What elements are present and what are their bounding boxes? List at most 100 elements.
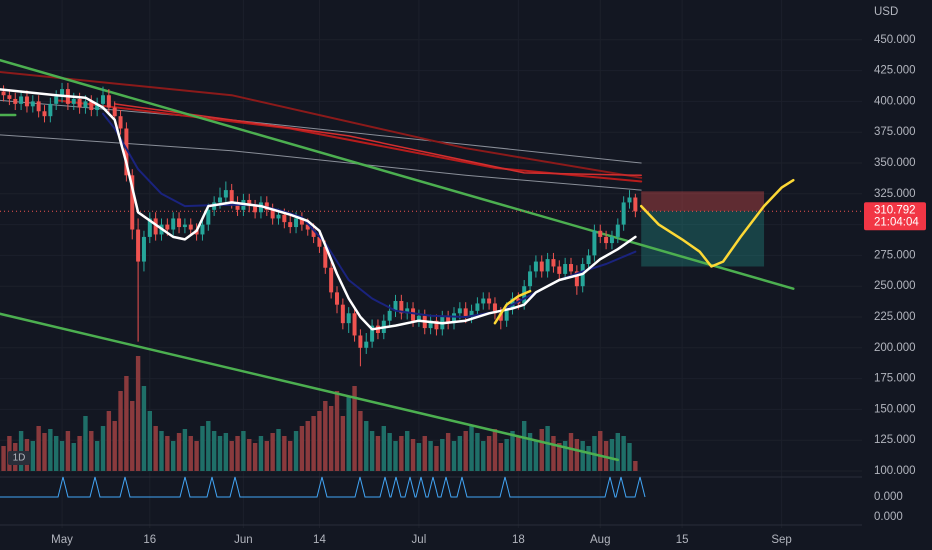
volume-bar (59, 441, 65, 471)
candle-body (615, 224, 620, 237)
volume-bar (375, 436, 381, 471)
candle-body (229, 190, 234, 203)
candle-body (545, 259, 550, 272)
candle-body (329, 267, 334, 293)
candle-body (270, 209, 275, 219)
volume-bar (200, 426, 205, 471)
overlay-line (639, 178, 795, 268)
candle-body (592, 230, 597, 256)
candle-body (276, 214, 281, 219)
volume-bar (615, 433, 620, 471)
y-tick-label: 250.000 (874, 280, 916, 292)
volume-bar (328, 406, 334, 471)
candle-body (253, 206, 258, 213)
candle-body (510, 298, 515, 309)
volume-bar (130, 401, 135, 471)
candle-body (346, 313, 351, 324)
volume-bar (323, 401, 328, 471)
candle-body (235, 202, 240, 210)
volume-bar (65, 431, 71, 471)
candle-body (130, 175, 135, 230)
candle-body (317, 236, 322, 247)
volume-bar (369, 431, 375, 471)
overlay-line (493, 289, 532, 325)
candle-body (294, 218, 299, 228)
volume-bar (264, 441, 269, 471)
y-tick-label: 350.000 (874, 157, 916, 169)
volume-bar (194, 441, 199, 471)
candle-body (621, 202, 626, 225)
stop-zone (641, 191, 765, 212)
x-tick-label: 16 (143, 534, 156, 546)
volume-bar (118, 391, 123, 471)
volume-bar (586, 446, 591, 471)
candle-body (218, 197, 222, 203)
volume-bar (223, 433, 229, 471)
candle-body (627, 197, 632, 203)
countdown-label: 21:04:04 (874, 216, 919, 228)
candle-body (112, 107, 117, 117)
volume-bar (504, 439, 509, 471)
y-tick-label: 375.000 (874, 126, 916, 138)
volume-bar (42, 433, 47, 471)
candle-body (299, 218, 304, 225)
overlay-line (0, 312, 620, 462)
target-zone (641, 211, 765, 267)
volume-bar (282, 436, 287, 471)
overlay-line (55, 99, 643, 183)
candle-body (411, 308, 416, 321)
price-tag-label: 310.792 (874, 204, 916, 216)
candle-body (504, 308, 509, 321)
volume-bar (258, 436, 264, 471)
y-tick-label: 200.000 (874, 342, 916, 354)
volume-bar (621, 436, 626, 471)
volume-bar (217, 436, 223, 471)
volume-bar (182, 429, 188, 471)
candle-body (188, 224, 193, 230)
volume-bar (171, 441, 176, 471)
volume-bar (527, 433, 533, 471)
volume-bar (71, 443, 76, 471)
x-tick-label: May (51, 534, 73, 546)
volume-bar (77, 436, 82, 471)
volume-bar (387, 433, 392, 471)
indicator-tick-label: 0.000 (874, 491, 903, 503)
volume-bar (358, 411, 363, 471)
candle-body (452, 313, 456, 324)
candle-body (335, 292, 339, 305)
candle-body (141, 236, 146, 262)
candle-body (399, 300, 404, 314)
candle-body (358, 335, 363, 348)
candle-body (364, 341, 369, 348)
volume-bar (153, 426, 158, 471)
volume-bar (522, 421, 527, 471)
volume-bar (247, 439, 252, 471)
volume-bar (1, 446, 6, 471)
candle-body (574, 271, 579, 287)
volume-bar (346, 396, 351, 471)
candle-body (604, 236, 609, 244)
volume-bar (340, 416, 346, 471)
volume-bar (422, 436, 427, 471)
volume-bar (469, 426, 474, 471)
volume-bar (562, 441, 568, 471)
volume-bar (551, 436, 556, 471)
currency-label: USD (874, 6, 898, 18)
volume-bar (533, 441, 539, 471)
volume-bar (235, 436, 240, 471)
volume-bar (399, 436, 404, 471)
volume-bar (147, 411, 152, 471)
volume-bar (106, 411, 112, 471)
volume-bar (211, 431, 217, 471)
overlay-line (0, 58, 795, 290)
candle-body (54, 96, 59, 104)
candle-body (247, 199, 252, 207)
volume-bar (176, 433, 182, 471)
candle-body (498, 313, 503, 321)
volume-bar (311, 416, 316, 471)
candle-body (42, 111, 47, 117)
volume-bar (416, 443, 422, 471)
candle-body (340, 304, 345, 324)
volume-bar (393, 441, 398, 471)
volume-bar (229, 441, 234, 471)
